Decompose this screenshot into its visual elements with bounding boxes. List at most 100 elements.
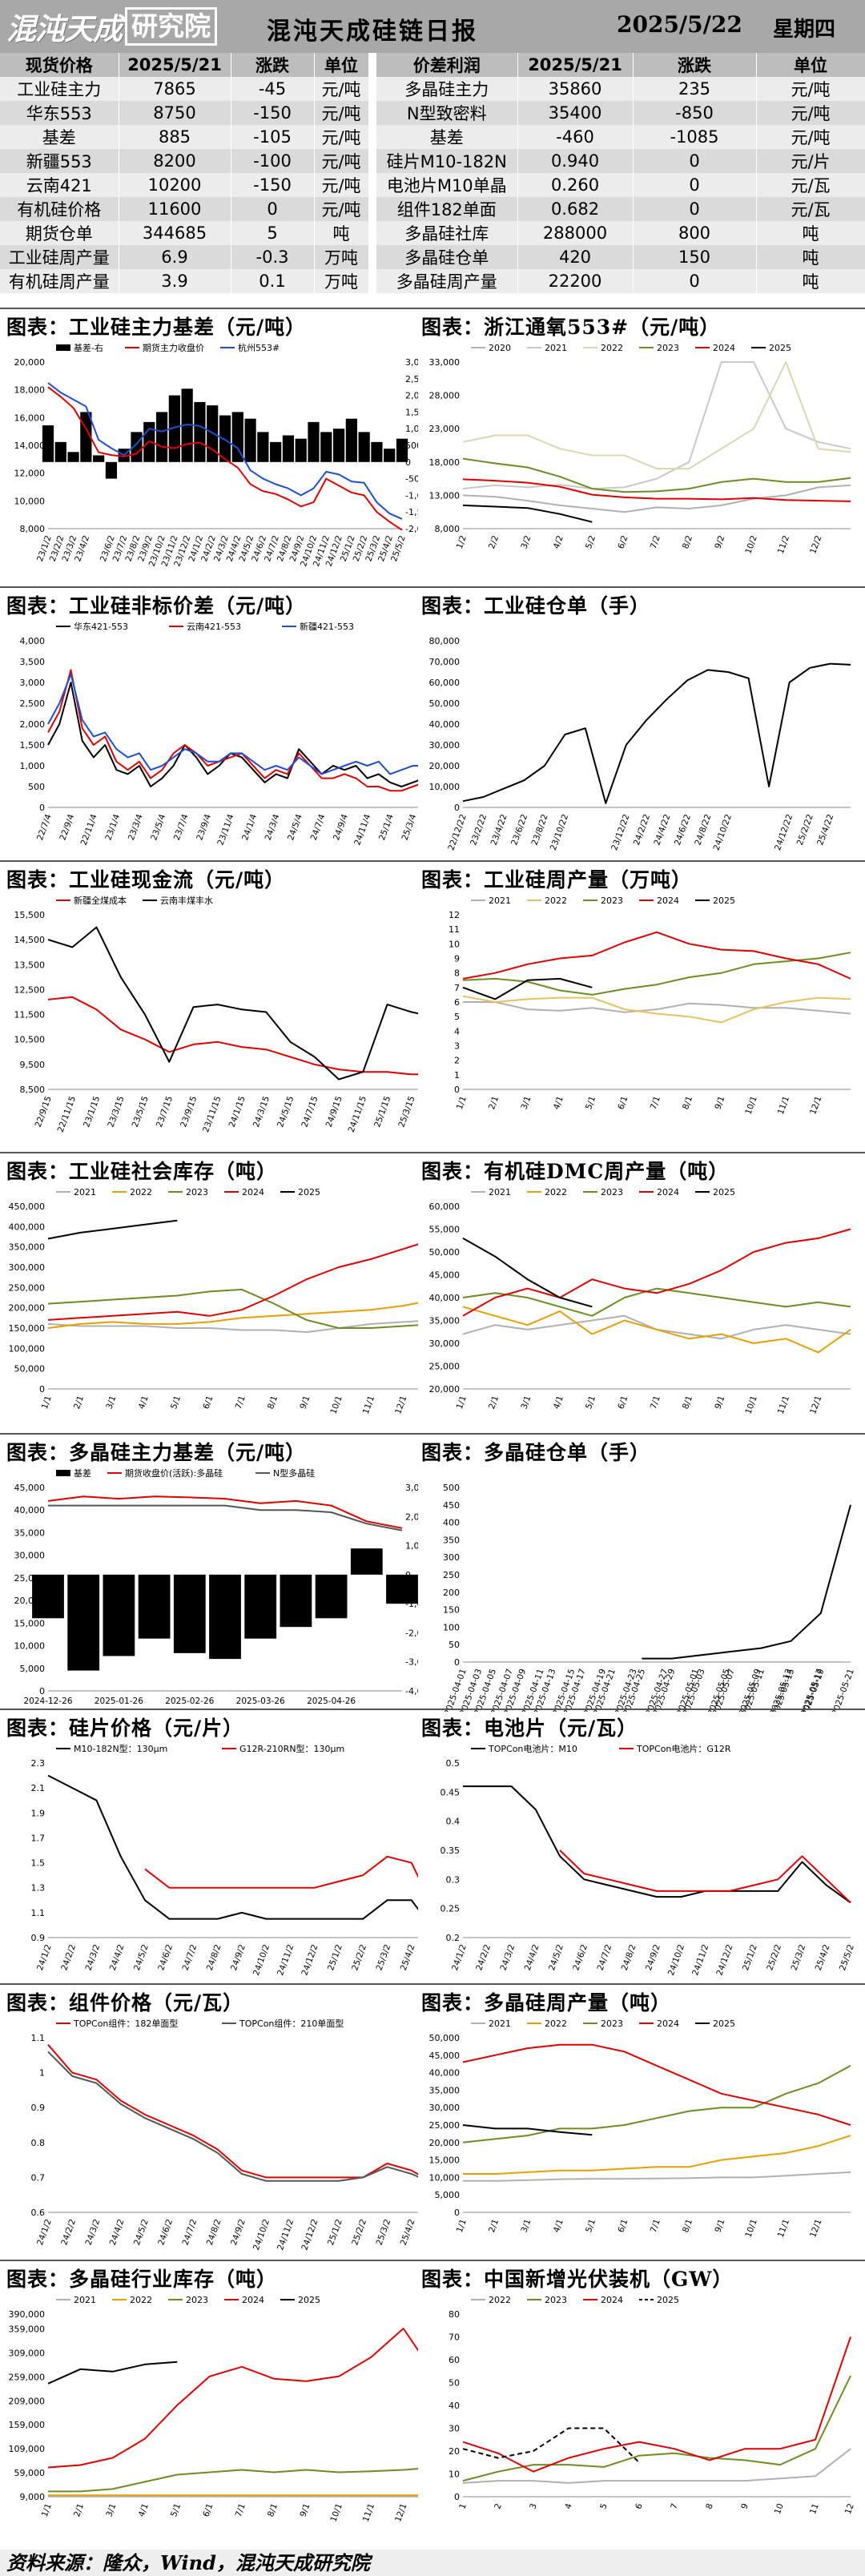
table-cell: 0.940 — [517, 149, 634, 173]
y-tick-label: 16,000 — [14, 413, 46, 423]
x-tick-label: 2/1 — [72, 2502, 86, 2518]
legend-label: 2021 — [489, 896, 511, 906]
y-tick-label: 25,000 — [429, 2120, 461, 2131]
logo-badge: 研究院 — [125, 7, 217, 46]
x-tick-label: 25/1/2 — [741, 1943, 759, 1972]
series-line — [463, 2171, 851, 2182]
y-tick-label: 7 — [454, 983, 460, 993]
x-tick-label: 23/5/15 — [131, 1095, 151, 1129]
y-tick-label: 45,000 — [14, 1483, 46, 1493]
data-bar — [67, 1574, 100, 1671]
y-tick-label: 300,000 — [9, 1262, 46, 1273]
table-cell: 云南421 — [0, 173, 119, 197]
y-tick-label: 35,000 — [14, 1527, 46, 1538]
chart-title: 图表：电池片（元/瓦） — [421, 1717, 638, 1740]
y-tick-label: 10,000 — [429, 2172, 461, 2183]
table-cell: N型致密料 — [376, 101, 518, 125]
legend-label: 杭州553# — [238, 342, 280, 353]
y-tick-label: 0 — [39, 1384, 45, 1395]
table-cell: 吨 — [756, 221, 865, 245]
x-tick-label: 24/3/2 — [498, 1943, 517, 1972]
x-tick-label: 1 — [457, 2502, 469, 2510]
y-tick-label: 12,500 — [14, 984, 46, 995]
series-line — [47, 2361, 178, 2385]
x-tick-label: 24/4/22 — [652, 813, 672, 847]
y-tick-label: 14,000 — [14, 441, 46, 451]
x-tick-label: 24/7/2 — [595, 1943, 614, 1972]
table-cell: 多晶硅主力 — [376, 77, 518, 101]
y-tick-label: 23,000 — [429, 424, 461, 434]
y-tick-label: 1 — [454, 1070, 460, 1081]
table-cell: 多晶硅社库 — [376, 221, 518, 245]
y-tick-label: 50 — [449, 1640, 460, 1650]
x-tick-label: 24/1/4 — [240, 813, 259, 842]
chart-title: 图表：多晶硅行业库存（吨） — [6, 2268, 278, 2291]
x-tick-label: 2 — [493, 2502, 504, 2510]
x-tick-label: 24/9/2 — [229, 1943, 247, 1972]
x-tick-label: 22/9/4 — [58, 813, 76, 842]
legend-label: 2022 — [545, 1187, 567, 1197]
x-tick-label: 6/2 — [616, 534, 630, 550]
x-tick-label: 1/1 — [455, 1395, 469, 1411]
legend-label: N型多晶硅 — [273, 1467, 315, 1479]
legend-label: 2021 — [74, 2295, 96, 2305]
chart-svg: 2021 2022 2023 2024 2025 0 50,000 100,000 150,00… — [9, 1187, 437, 1415]
x-tick-label: 2025-05-21 — [831, 1668, 856, 1712]
y-tick-label: 20,000 — [429, 1384, 461, 1395]
chart-title: 图表：工业硅周产量（万吨） — [421, 868, 693, 892]
data-bar — [270, 441, 282, 462]
series-line — [462, 1306, 851, 1354]
chart-panel: 2021 2022 2023 2024 2025 0 5,000 10,000 15,000 20… — [418, 2014, 859, 2262]
x-tick-label: 9/1 — [298, 2502, 312, 2518]
table-cell: 0 — [231, 197, 315, 221]
table-row: 基差 885 -105 元/吨 基差 -460 -1085 元/吨 — [0, 125, 865, 149]
table-cell: 8200 — [119, 149, 231, 173]
x-tick-label: 24/9/2 — [229, 2218, 247, 2247]
x-tick-label: 24/8/22 — [693, 813, 713, 847]
table-cell: 35400 — [517, 101, 634, 125]
series-line — [462, 2124, 593, 2136]
y-tick-label: 20 — [449, 2446, 460, 2457]
table-row: 期货仓单 344685 5 吨多晶硅社库 288000 800 吨 — [0, 221, 865, 245]
y-tick-label: 50,000 — [429, 1247, 461, 1258]
data-bar — [320, 432, 332, 462]
y-tick-label: 9,500 — [20, 1060, 46, 1070]
legend-label: 2021 — [74, 1187, 96, 1197]
y-tick-label: 9 — [454, 954, 460, 964]
x-tick-label: 25/4/2 — [399, 1943, 417, 1972]
x-tick-label: 11/1 — [361, 1395, 376, 1415]
legend-label: 2024 — [242, 1187, 264, 1197]
x-tick-label: 23/6/22 — [509, 813, 529, 847]
table-cell: 元/瓦 — [756, 173, 865, 197]
legend-label: 2023 — [545, 2295, 567, 2305]
series-line — [462, 478, 851, 502]
table-cell: 150 — [633, 245, 757, 269]
series-line — [47, 682, 437, 787]
legend-label: 2020 — [489, 343, 511, 353]
y-tick-label: 100 — [443, 1622, 460, 1632]
y-tick-label: 4 — [454, 1026, 460, 1036]
x-tick-label: 24/5/4 — [286, 813, 304, 842]
y-tick-label: 3,000 — [20, 678, 46, 688]
chart-svg: 0501001502002503003504004505002025-04-01… — [443, 1483, 856, 1712]
legend-label: 2023 — [186, 1187, 208, 1197]
data-bar — [358, 432, 370, 462]
legend-label: 2022 — [130, 2295, 152, 2305]
table-cell: 0.1 — [231, 269, 315, 293]
x-tick-label: 11/1 — [776, 2218, 791, 2239]
x-tick-label: 24/6/2 — [156, 2218, 175, 2247]
x-tick-label: 11/1 — [776, 1395, 791, 1415]
x-tick-label: 24/8/2 — [205, 1943, 223, 1972]
chart-panel: 基差-右 期货主力收盘价 杭州553# 8,000 10,000 12,000 14,000… — [3, 338, 444, 578]
chart-svg: 2021 2022 2023 2024 2025 20,000 25,000 30,000 35… — [429, 1187, 851, 1415]
x-tick-label: 25/1/2 — [326, 1943, 344, 1972]
data-bar — [396, 438, 408, 462]
y-tick-label: 1.9 — [31, 1808, 46, 1818]
data-bar — [32, 1574, 64, 1619]
y-tick-label: 13,000 — [429, 490, 461, 501]
chart-panel: 2021 2022 2023 2024 2025 20,000 25,000 30,000 35… — [418, 1182, 859, 1439]
x-tick-label: 23/1/15 — [82, 1095, 102, 1129]
x-tick-label: 24/9/2 — [644, 1943, 662, 1972]
x-tick-label: 24/7/2 — [180, 1943, 199, 1972]
